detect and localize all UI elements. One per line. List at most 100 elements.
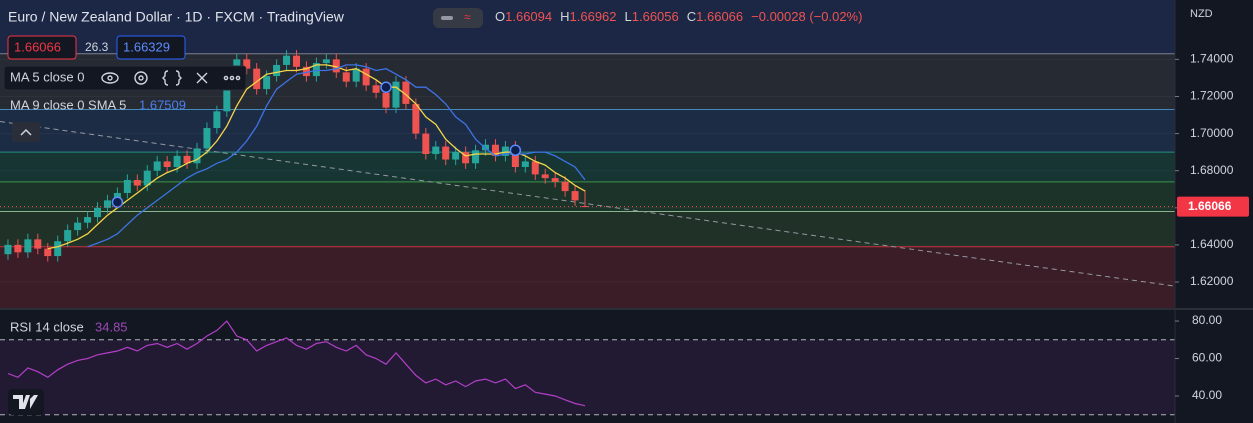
ohlc-label: H (560, 9, 569, 24)
remove-icon[interactable] (196, 72, 208, 84)
y-tick-label: 1.68000 (1190, 163, 1234, 177)
candle-body (521, 161, 529, 167)
candle-body (392, 81, 400, 108)
candle-body (173, 155, 181, 167)
candle-body (322, 59, 330, 64)
candle-body (571, 191, 579, 201)
source-icon[interactable] (162, 70, 182, 86)
indicator-value: 1.67509 (139, 97, 186, 112)
candle-body (511, 146, 519, 167)
ohlc-label: C (687, 9, 696, 24)
candle-body (332, 59, 340, 73)
candle-body (412, 103, 420, 134)
background (0, 0, 1175, 416)
logo[interactable] (8, 389, 44, 415)
candle-body (382, 92, 390, 108)
ask-price: 1.66329 (123, 39, 170, 54)
candle-body (482, 144, 490, 151)
y-tick-label: 1.62000 (1190, 274, 1234, 288)
more-icon[interactable] (223, 75, 229, 81)
zone (0, 0, 1175, 54)
settings-icon (138, 75, 144, 81)
candle-body (74, 222, 82, 231)
ohlc-value: 1.66962 (570, 9, 617, 24)
indicator-name: MA 9 close 0 SMA 5 (10, 97, 126, 112)
candle-body (581, 206, 589, 208)
eye-icon (107, 75, 113, 81)
bid-price: 1.66066 (14, 39, 61, 54)
toggle[interactable] (433, 8, 483, 28)
candle-body (362, 68, 370, 86)
settings-icon[interactable] (134, 71, 148, 85)
candle-body (223, 81, 231, 112)
candle-body (54, 241, 62, 257)
chart-title: Euro / New Zealand Dollar · 1D · FXCM · … (8, 9, 345, 25)
ohlc-value: 1.66056 (632, 9, 679, 24)
y-tick-label: 1.74000 (1190, 52, 1234, 66)
candle-body (84, 217, 92, 223)
change: −0.00028 (−0.02%) (751, 9, 862, 24)
candle-body (352, 68, 360, 82)
rsi-band (0, 339, 1175, 415)
spread: 26.3 (85, 40, 109, 54)
candle-body (402, 81, 410, 104)
more-icon (229, 75, 235, 81)
y-tick-label: 80.00 (1192, 313, 1222, 327)
more-icon (235, 75, 241, 81)
candle-body (123, 179, 131, 193)
candle-body (292, 55, 300, 67)
eye-icon[interactable] (101, 72, 119, 84)
candle-body (143, 170, 151, 186)
candle-body (203, 128, 211, 149)
candle-body (243, 59, 251, 69)
bid-box[interactable] (7, 35, 77, 60)
candle-body (273, 64, 281, 77)
ask-box[interactable] (116, 35, 186, 60)
candle-body (183, 155, 191, 164)
candle-body (531, 161, 539, 175)
candle-body (153, 161, 161, 171)
currency[interactable]: NZD (1190, 8, 1213, 20)
y-tick-label: 60.00 (1192, 351, 1222, 365)
candle-body (103, 200, 111, 208)
indicator-row[interactable] (3, 65, 247, 91)
cross-marker (509, 144, 522, 157)
ma-line (87, 64, 586, 248)
last-price-label: 1.66066 (1188, 199, 1232, 213)
candle-body (64, 230, 72, 242)
ohlc-value: 1.66066 (696, 9, 743, 24)
candle-body (263, 76, 271, 90)
candle-body (44, 248, 52, 257)
candle-body (4, 244, 12, 255)
ohlc: O1.66094 H1.66962 L1.66056 C1.66066 −0.00028… (495, 9, 862, 24)
candle-body (193, 148, 201, 164)
ohlc-label: O (495, 9, 505, 24)
zone (0, 211, 1175, 247)
candle-body (34, 239, 42, 249)
zone (0, 246, 1175, 308)
y-tick-label: 1.70000 (1190, 126, 1234, 140)
indicator-name: RSI 14 close (10, 319, 84, 334)
candle-body (501, 146, 509, 156)
candle-body (422, 133, 430, 154)
indicator-name: MA 5 close 0 (10, 69, 84, 84)
candle-body (312, 63, 320, 77)
toggle-icon (441, 16, 453, 20)
collapse-button[interactable] (12, 122, 40, 142)
last-price-box (1177, 196, 1249, 217)
indicator-icons[interactable] (101, 70, 241, 86)
candle-body (462, 152, 470, 164)
candle-body (452, 152, 460, 160)
y-tick-label: 40.00 (1192, 388, 1222, 402)
candle-body (472, 150, 480, 164)
candle-body (163, 161, 171, 167)
candle-body (94, 207, 102, 218)
ohlc-value: 1.66094 (505, 9, 552, 24)
collapse-icon (20, 128, 32, 136)
plot (0, 50, 1176, 407)
candle-body (491, 144, 499, 156)
candle-body (372, 85, 380, 93)
candle-body (551, 178, 559, 182)
candle-body (133, 179, 141, 186)
